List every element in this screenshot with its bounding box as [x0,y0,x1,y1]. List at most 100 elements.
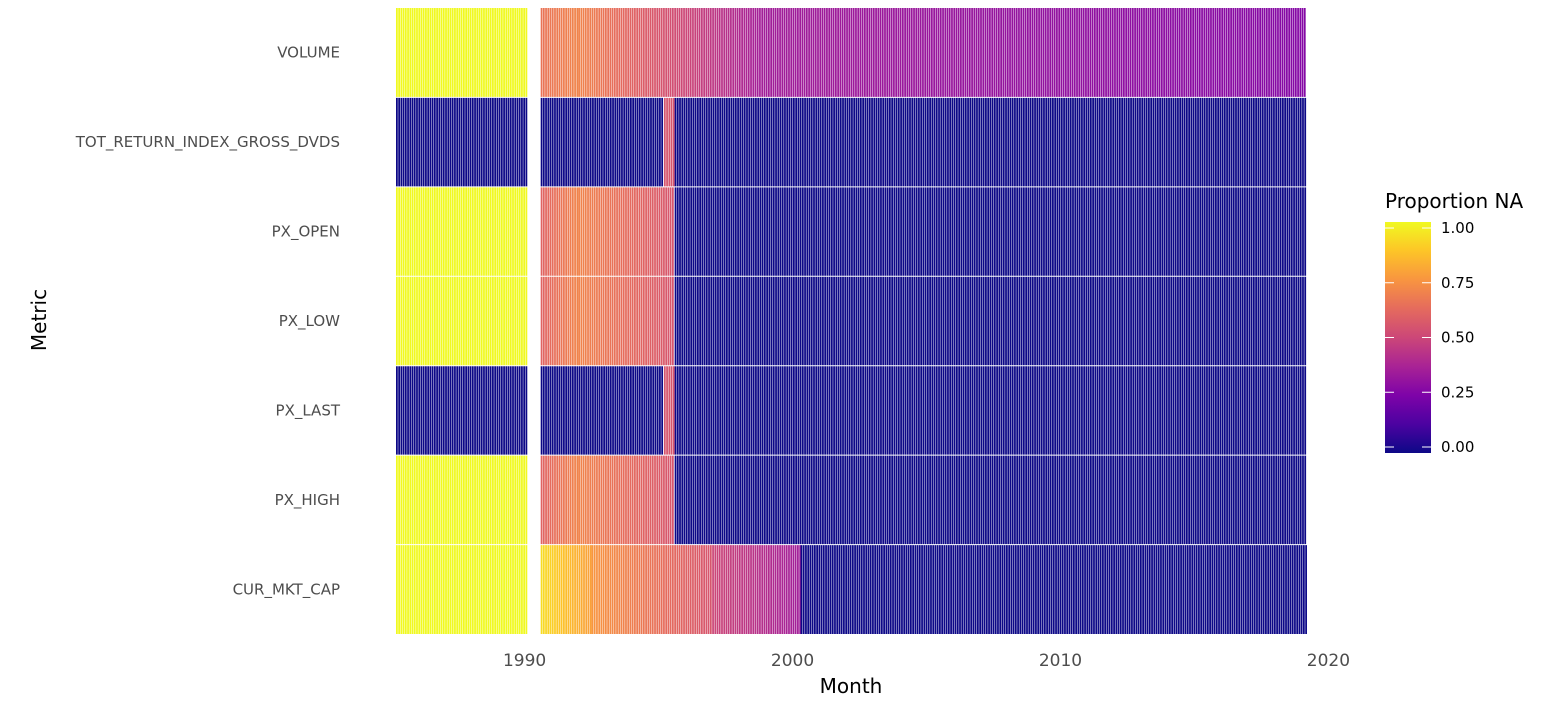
heatmap-cell [1304,365,1307,456]
heatmap-cell [790,97,793,187]
heatmap-cell [813,544,816,634]
heatmap-cell [1065,276,1068,366]
heatmap-cell [629,276,632,366]
heatmap-cell [1014,544,1017,634]
heatmap-cell [627,97,630,187]
heatmap-cell [801,455,804,545]
heatmap-cell [980,8,982,98]
heatmap-cell [1150,276,1153,366]
heatmap-cell [817,97,820,187]
heatmap-cell [743,8,746,98]
heatmap-cell [962,186,965,277]
heatmap-cell [485,276,488,366]
heatmap-cell [1298,544,1301,634]
heatmap-cell [663,544,665,634]
heatmap-cell [877,8,880,98]
heatmap-cell [460,186,463,277]
heatmap-cell [571,455,574,545]
heatmap-cell [1269,544,1272,634]
heatmap-cell [440,455,443,545]
heatmap-cell [465,276,467,366]
heatmap-cell [1174,186,1177,277]
heatmap-cell [451,544,454,634]
heatmap-cell [1161,97,1164,187]
heatmap-cell [1028,544,1031,634]
heatmap-cell [948,8,951,98]
heatmap-cell [578,544,581,634]
x-tick-label: 1990 [503,651,546,671]
heatmap-cell [456,186,459,277]
heatmap-cell [1060,455,1063,545]
heatmap-cell [458,544,461,634]
heatmap-cell [1266,365,1269,456]
heatmap-cell [942,186,945,277]
heatmap-cell [737,186,739,277]
heatmap-cell [822,455,824,545]
heatmap-cell [1190,365,1193,456]
heatmap-cell [951,365,954,456]
heatmap-cell [1000,276,1003,366]
heatmap-cell [674,455,677,545]
heatmap-cell [1139,276,1141,366]
heatmap-cell [1011,365,1014,456]
heatmap-cell [1127,276,1130,366]
heatmap-cell [667,8,670,98]
heatmap-cell [613,455,616,545]
heatmap-cell [809,544,812,634]
heatmap-cell [569,455,572,545]
heatmap-cell [1036,276,1039,366]
heatmap-cell [489,365,492,456]
heatmap-cell [1146,544,1149,634]
heatmap-cell [649,276,652,366]
heatmap-cell [665,276,668,366]
heatmap-cell [1231,544,1234,634]
heatmap-cell [933,365,936,456]
heatmap-cell [1038,186,1041,277]
heatmap-cell [1106,544,1109,634]
heatmap-cell [931,455,934,545]
heatmap-cell [469,97,472,187]
heatmap-cell [944,276,947,366]
heatmap-cell [861,8,864,98]
heatmap-cell [1203,365,1206,456]
heatmap-cell [1114,365,1117,456]
heatmap-cell [1012,544,1015,634]
heatmap-cell [1216,8,1219,98]
heatmap-cell [714,544,717,634]
heatmap-cell [944,186,947,277]
heatmap-cell [1141,455,1144,545]
heatmap-cell [819,365,822,456]
heatmap-cell [456,455,459,545]
heatmap-cell [1087,8,1090,98]
heatmap-cell [447,455,450,545]
heatmap-cell [1127,455,1130,545]
heatmap-cell [919,8,922,98]
heatmap-cell [837,455,840,545]
heatmap-cell [920,276,923,366]
heatmap-cell [1112,365,1115,456]
heatmap-cell [761,455,764,545]
heatmap-cell [467,97,470,187]
heatmap-cell [1295,97,1298,187]
heatmap-cell [728,276,731,366]
heatmap-cell [717,276,719,366]
heatmap-cell [1145,455,1148,545]
heatmap-cell [663,455,665,545]
heatmap-cell [828,186,831,277]
heatmap-cell [583,97,585,187]
heatmap-cell [982,97,985,187]
heatmap-cell [474,544,476,634]
heatmap-cell [1152,365,1155,456]
heatmap-cell [671,8,674,98]
heatmap-cell [839,186,842,277]
heatmap-cell [409,186,412,277]
heatmap-cell [1185,97,1188,187]
heatmap-cell [785,8,788,98]
heatmap-cell [418,455,421,545]
heatmap-cell [1202,544,1205,634]
heatmap-cell [1105,276,1108,366]
heatmap-cell [810,455,813,545]
heatmap-cell [692,276,695,366]
heatmap-cell [585,544,588,634]
